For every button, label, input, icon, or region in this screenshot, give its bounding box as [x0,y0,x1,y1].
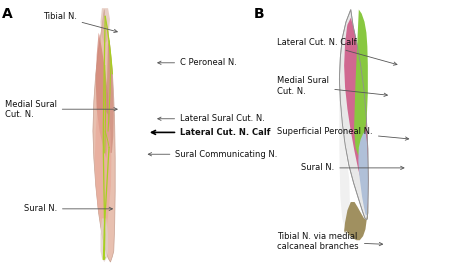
Polygon shape [107,41,114,153]
Text: Lateral Cut. N. Calf: Lateral Cut. N. Calf [277,38,397,65]
Text: Sural Communicating N.: Sural Communicating N. [148,150,278,159]
Text: C Peroneal N.: C Peroneal N. [158,58,237,67]
Text: Superficial Peroneal N.: Superficial Peroneal N. [277,127,409,140]
Polygon shape [100,218,108,262]
Polygon shape [93,10,115,262]
Polygon shape [339,79,350,227]
Polygon shape [358,131,368,216]
Text: Medial Sural
Cut. N.: Medial Sural Cut. N. [277,76,387,96]
Text: Lateral Sural Cut. N.: Lateral Sural Cut. N. [158,114,265,123]
Polygon shape [354,10,368,156]
Polygon shape [344,202,368,240]
Text: Sural N.: Sural N. [301,164,404,172]
Text: Lateral Cut. N. Calf: Lateral Cut. N. Calf [152,128,271,137]
Text: Medial Sural
Cut. N.: Medial Sural Cut. N. [5,99,117,119]
Text: B: B [254,7,264,21]
Polygon shape [339,10,368,220]
Polygon shape [344,18,368,211]
Polygon shape [95,109,111,235]
Polygon shape [100,8,110,44]
Text: Sural N.: Sural N. [24,204,112,213]
Text: Tibial N.: Tibial N. [43,12,117,32]
Text: Tibial N. via medial
calcaneal branches: Tibial N. via medial calcaneal branches [277,232,383,251]
Text: A: A [2,7,13,21]
Polygon shape [96,33,109,158]
